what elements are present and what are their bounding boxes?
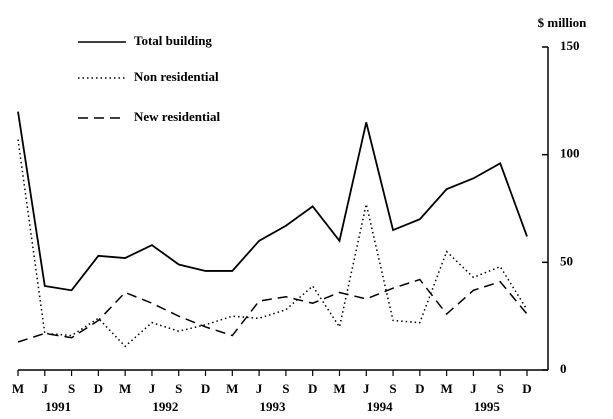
y-tick-label: 150 — [560, 38, 580, 53]
x-tick-label: J — [149, 381, 156, 396]
year-label: 1993 — [260, 399, 287, 414]
x-tick-label: S — [175, 381, 182, 396]
x-tick-label: D — [415, 381, 424, 396]
x-tick-label: S — [389, 381, 396, 396]
x-tick-label: M — [333, 381, 345, 396]
year-label: 1991 — [45, 399, 71, 414]
legend-label: Non residential — [134, 69, 219, 84]
x-tick-label: M — [119, 381, 131, 396]
y-tick-label: 50 — [560, 253, 573, 268]
series-line — [17, 111, 528, 292]
year-label: 1995 — [474, 399, 501, 414]
x-tick-label: S — [497, 381, 504, 396]
x-tick-label: J — [42, 381, 49, 396]
x-tick-label: J — [363, 381, 370, 396]
x-tick-label: D — [308, 381, 317, 396]
x-tick-label: S — [68, 381, 75, 396]
x-tick-label: M — [440, 381, 452, 396]
x-tick-label: J — [470, 381, 477, 396]
year-label: 1992 — [152, 399, 178, 414]
x-tick-label: J — [256, 381, 263, 396]
x-tick-label: M — [226, 381, 238, 396]
x-tick-label: M — [12, 381, 24, 396]
series-line — [17, 278, 528, 343]
legend-label: Total building — [134, 33, 212, 48]
x-tick-label: D — [201, 381, 210, 396]
x-tick-label: D — [94, 381, 103, 396]
x-tick-label: S — [282, 381, 289, 396]
series-line — [17, 139, 528, 348]
legend-label: New residential — [134, 109, 220, 124]
y-tick-label: 100 — [560, 146, 580, 161]
year-label: 1994 — [367, 399, 394, 414]
x-tick-label: D — [522, 381, 531, 396]
y-axis-label: $ million — [538, 15, 588, 30]
y-tick-label: 0 — [560, 361, 567, 376]
